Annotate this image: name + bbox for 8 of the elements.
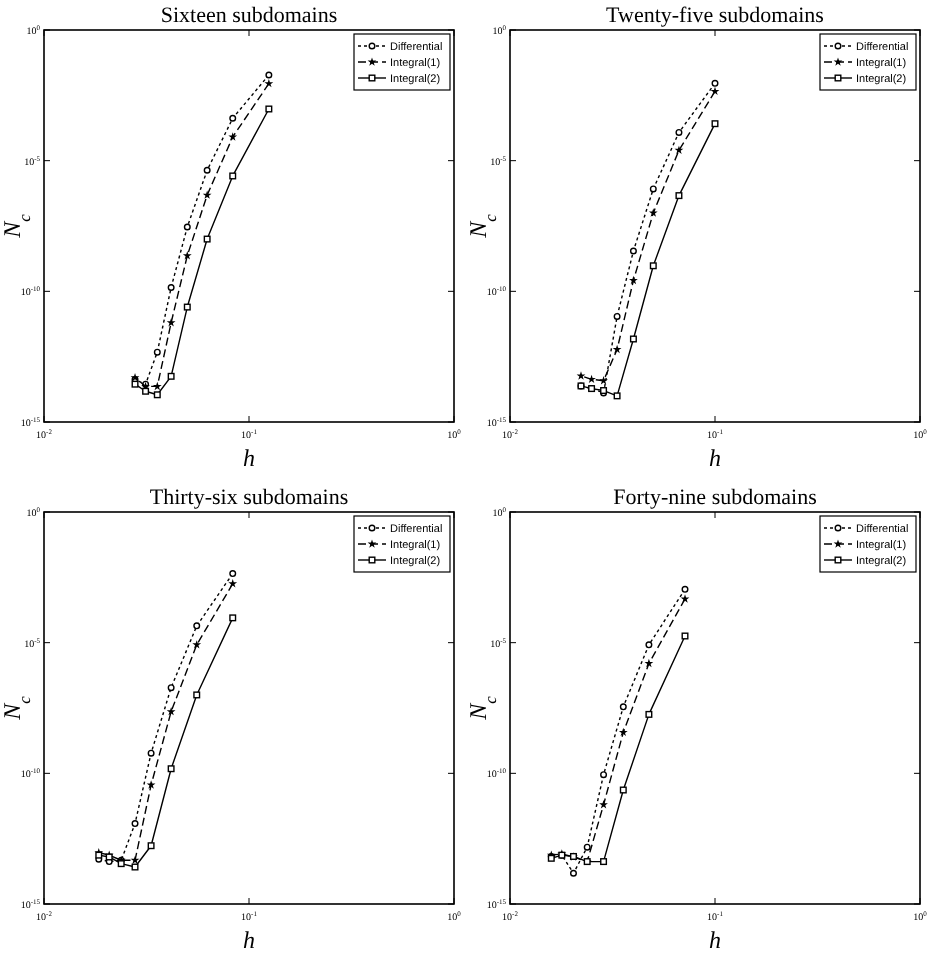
chart-title: Sixteen subdomains <box>160 4 338 28</box>
chart-title: Thirty-six subdomains <box>149 486 349 510</box>
x-axis-title: h <box>243 444 255 472</box>
x-axis-title: h <box>709 926 721 954</box>
x-axis-title: h <box>709 444 721 472</box>
chart-title: Twenty-five subdomains <box>606 4 824 28</box>
x-axis-title: h <box>243 926 255 954</box>
chart-title: Forty-nine subdomains <box>613 486 817 510</box>
